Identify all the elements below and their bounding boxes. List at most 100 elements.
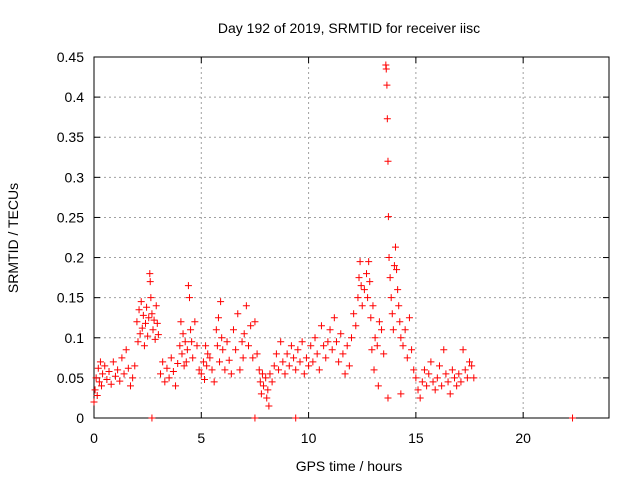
data-point — [206, 354, 214, 362]
data-point — [354, 294, 362, 302]
data-point — [178, 350, 186, 358]
data-point — [109, 358, 117, 366]
data-point — [116, 377, 124, 385]
data-point — [410, 366, 418, 374]
y-tick-label: 0.45 — [57, 49, 84, 65]
data-point — [95, 378, 103, 386]
data-point — [195, 366, 203, 374]
data-point — [343, 342, 351, 350]
data-point — [463, 374, 471, 382]
data-point — [272, 350, 280, 358]
data-point — [135, 306, 143, 314]
data-point — [179, 330, 187, 338]
data-point — [395, 302, 403, 310]
data-point — [238, 338, 246, 346]
data-point — [270, 362, 278, 370]
data-point — [285, 362, 293, 370]
data-point — [446, 390, 454, 398]
data-point — [388, 310, 396, 318]
y-tick-label: 0.35 — [57, 129, 84, 145]
data-point — [257, 390, 265, 398]
data-point — [420, 366, 428, 374]
data-point — [114, 366, 122, 374]
data-point — [197, 370, 205, 378]
data-point — [239, 354, 247, 362]
data-point — [335, 358, 343, 366]
data-point — [124, 364, 132, 372]
x-tick-label: 0 — [90, 430, 98, 446]
data-point — [326, 326, 334, 334]
data-point — [279, 358, 287, 366]
data-point — [457, 378, 465, 386]
data-point — [264, 386, 272, 394]
data-point — [451, 374, 458, 382]
data-point — [161, 378, 169, 386]
data-point — [328, 346, 336, 354]
data-point — [146, 270, 154, 278]
data-point — [275, 366, 283, 374]
data-point — [223, 338, 231, 346]
y-tick-label: 0.15 — [57, 290, 84, 306]
axis-ticks: 0 0.05 0.1 0.15 0.2 0.25 0.3 0.35 0.4 0.45 0 5 10 15 2… — [57, 49, 609, 446]
data-point — [337, 330, 345, 338]
data-point — [145, 314, 153, 322]
data-point — [416, 394, 424, 402]
data-point — [172, 382, 180, 390]
data-point — [356, 258, 364, 266]
data-point — [313, 350, 321, 358]
data-point — [210, 378, 218, 386]
data-point — [260, 382, 268, 390]
data-point — [136, 330, 144, 338]
data-point — [221, 366, 229, 374]
data-point — [317, 322, 325, 330]
data-point — [444, 378, 452, 386]
data-point — [149, 326, 157, 334]
data-point — [332, 338, 340, 346]
data-point — [144, 332, 152, 340]
data-point — [405, 314, 413, 322]
data-point — [227, 370, 235, 378]
data-point — [365, 258, 373, 266]
data-point — [283, 350, 291, 358]
data-point — [302, 354, 310, 362]
data-point — [287, 342, 295, 350]
data-point — [258, 370, 266, 378]
data-point — [307, 342, 315, 350]
data-point — [294, 346, 302, 354]
data-point — [305, 362, 313, 370]
data-point — [358, 302, 366, 310]
data-point — [311, 334, 319, 342]
data-point — [167, 354, 175, 362]
data-point — [120, 370, 128, 378]
plot-area — [93, 56, 610, 419]
data-point — [442, 370, 450, 378]
data-points — [90, 61, 577, 422]
data-point — [366, 278, 374, 286]
data-point — [187, 326, 195, 334]
data-point — [189, 354, 197, 362]
data-point — [240, 330, 248, 338]
x-axis-label: GPS time / hours — [296, 458, 403, 474]
data-point — [298, 338, 306, 346]
data-point — [330, 314, 338, 322]
data-point — [470, 374, 478, 382]
data-point — [253, 350, 261, 358]
data-point — [383, 81, 391, 89]
data-point — [202, 342, 210, 350]
data-point — [139, 311, 147, 319]
data-point — [414, 386, 422, 394]
data-point — [219, 346, 227, 354]
data-point — [140, 342, 148, 350]
data-point — [429, 378, 437, 386]
data-point — [174, 359, 182, 367]
data-point — [184, 282, 192, 290]
data-point — [374, 382, 382, 390]
y-tick-label: 0.05 — [57, 370, 84, 386]
data-point — [348, 334, 355, 342]
data-point — [146, 278, 154, 286]
data-point — [101, 362, 109, 370]
data-point — [236, 366, 244, 374]
data-point — [345, 362, 353, 370]
x-tick-label: 20 — [515, 430, 531, 446]
